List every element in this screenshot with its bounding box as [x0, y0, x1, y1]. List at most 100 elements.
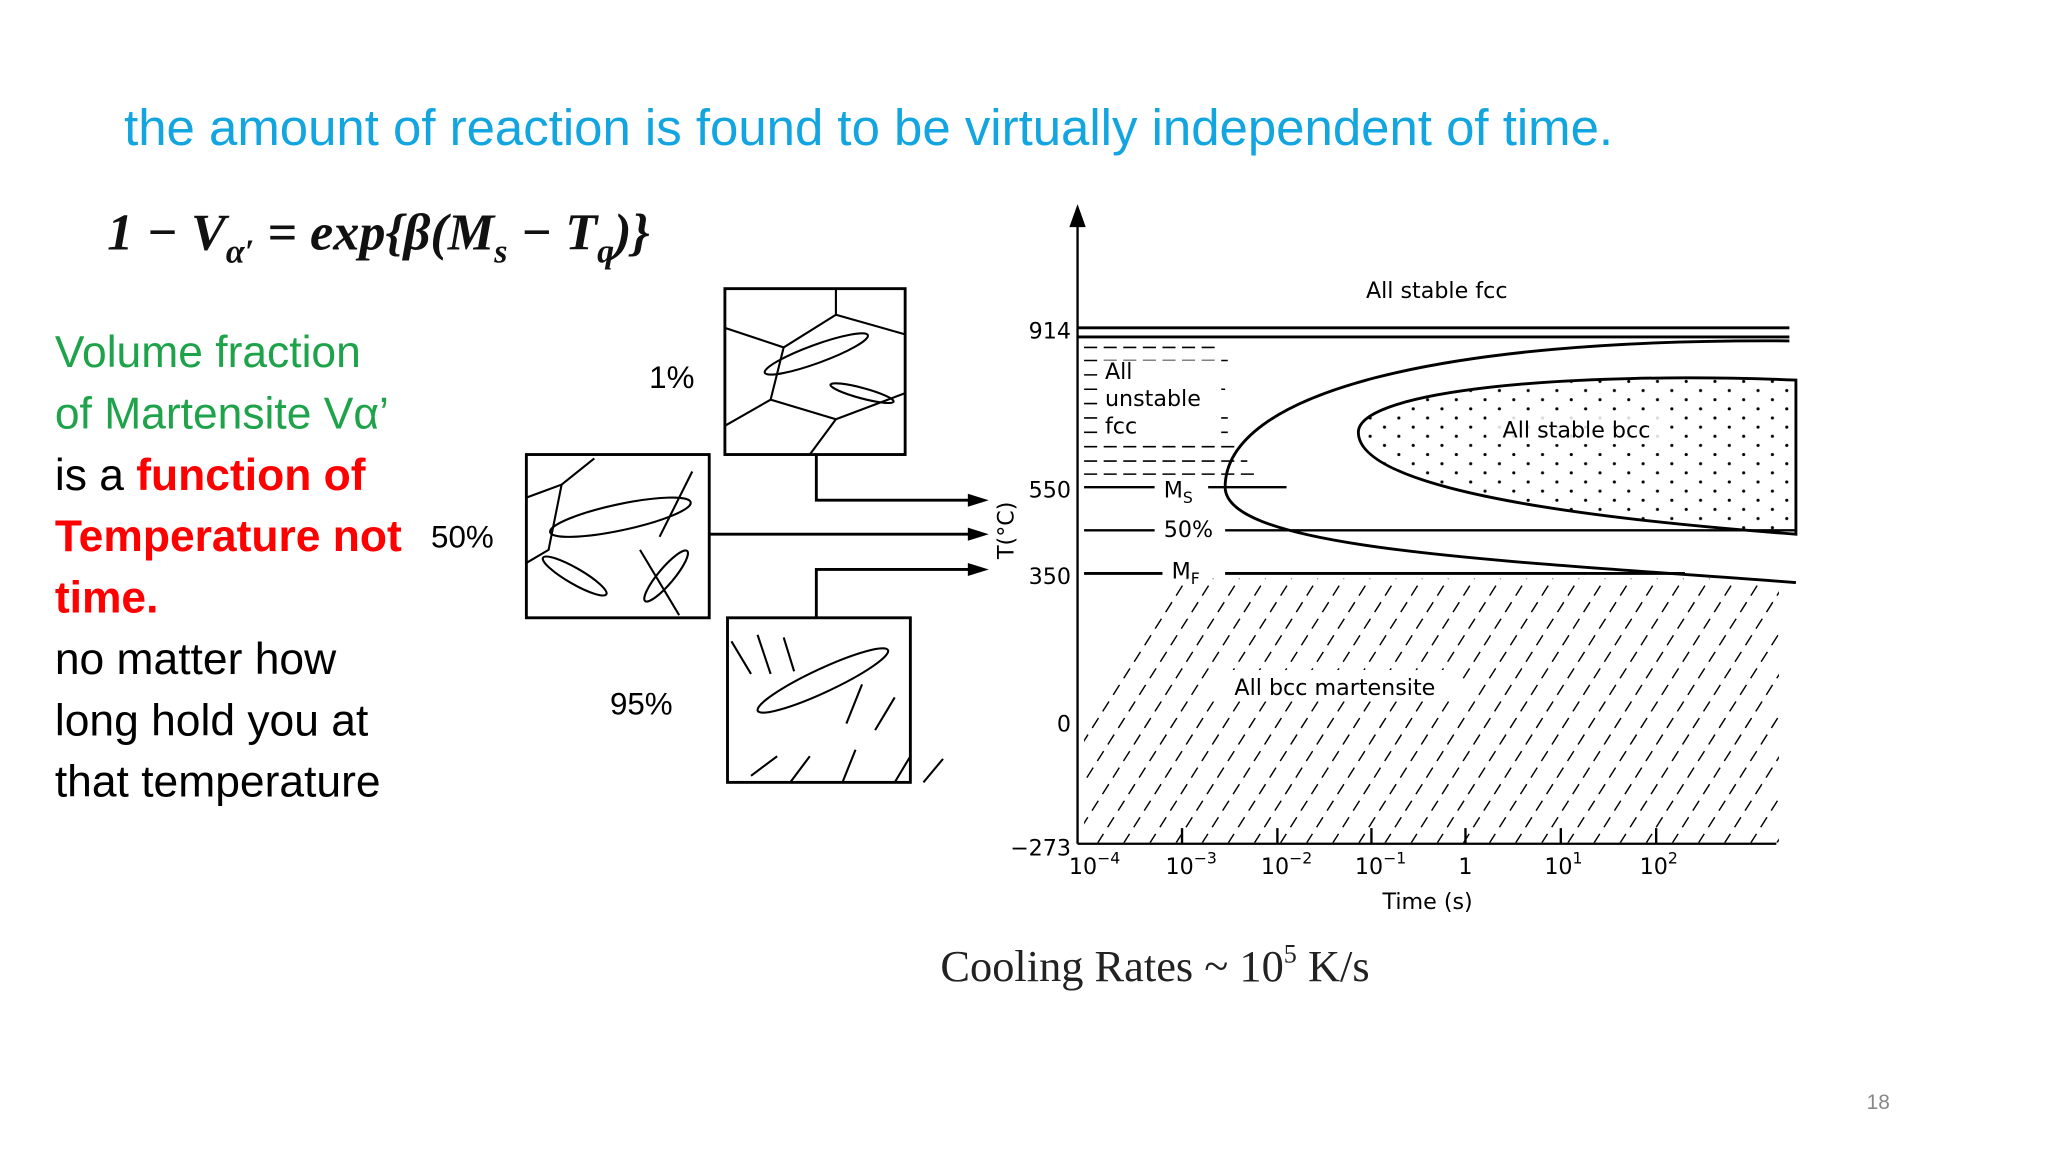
arrow-head	[967, 527, 989, 541]
fraction-label: 95%	[610, 686, 673, 721]
half-label: 50%	[1164, 517, 1213, 543]
text-span: function of	[136, 451, 365, 500]
text-span: no matter how	[55, 635, 337, 684]
tick-base: 10	[1261, 854, 1289, 880]
region-label: All stable bcc	[1503, 418, 1651, 444]
micrograph-3	[726, 616, 912, 784]
y-tick-label: 0	[1057, 711, 1071, 737]
tick-base: 10	[1544, 854, 1572, 880]
axis-arrow	[1069, 204, 1086, 228]
hatch-line	[1410, 578, 1580, 843]
text-span: Volume fraction	[55, 328, 361, 377]
caption-part: Cooling Rates ~ 10	[940, 941, 1283, 991]
tick-base: 10	[1069, 854, 1097, 880]
hatch-line	[1358, 578, 1528, 843]
caption-part: K/s	[1297, 941, 1370, 991]
plate	[541, 555, 608, 597]
mf-label: MF	[1172, 559, 1200, 588]
x-tick-label: 102	[1640, 848, 1678, 879]
ttt-diagram	[1069, 204, 1798, 845]
x-tick-label: 1	[1458, 854, 1472, 880]
tick-base: 10	[1166, 854, 1194, 880]
plate	[763, 332, 870, 376]
plate	[829, 382, 895, 405]
text-line: of Martensite Vα’	[55, 389, 389, 438]
micrograph-2	[524, 453, 711, 620]
region-label: All bcc martensite	[1234, 675, 1435, 701]
equation-part: = exp{β(M	[254, 203, 496, 261]
x-tick-label: 10−1	[1355, 848, 1406, 879]
hatch-line	[1084, 578, 1214, 784]
text-span: Temperature not	[55, 512, 402, 561]
arrow-head	[967, 562, 989, 576]
plate	[643, 549, 689, 603]
tick-exp: −4	[1097, 848, 1120, 867]
hatch-line	[1436, 578, 1606, 843]
x-tick-label: 10−2	[1261, 848, 1312, 879]
micrographs	[524, 287, 944, 784]
hatch-line	[1593, 578, 1763, 843]
text-span: time.	[55, 574, 159, 623]
hatch-line	[1201, 578, 1371, 843]
region-label: All stable fcc	[1366, 278, 1508, 304]
text-span: is a	[55, 451, 136, 500]
x-axis-label: Time (s)	[1381, 889, 1472, 915]
label-sub: F	[1191, 569, 1200, 588]
x-tick-label: 10−3	[1166, 848, 1217, 879]
y-tick-label: 350	[1029, 564, 1071, 590]
subscript: s	[493, 234, 507, 271]
label-bg	[1486, 412, 1670, 445]
hatch-line	[1253, 578, 1423, 843]
equation-part: )}	[610, 203, 650, 261]
text-line: Temperature not	[55, 512, 402, 561]
text-span: of Martensite Vα’	[55, 389, 389, 438]
tick-exp: −1	[1383, 848, 1406, 867]
hatch-line	[1227, 578, 1397, 843]
label-sub: S	[1183, 488, 1193, 507]
hatching	[1084, 578, 1779, 843]
text-line: time.	[55, 574, 159, 623]
hatch-line	[1541, 578, 1711, 843]
hatch-line	[1671, 673, 1779, 843]
equation-part: − T	[507, 203, 599, 261]
fraction-label: 1%	[649, 360, 694, 395]
tick-exp: 2	[1668, 848, 1678, 867]
arrow	[814, 454, 974, 502]
y-tick-label: −273	[1010, 836, 1071, 862]
hatch-line	[1175, 578, 1345, 843]
hatch-line	[1462, 578, 1632, 843]
hatch-line	[1515, 578, 1685, 843]
y-tick-label: 914	[1029, 318, 1071, 344]
x-tick-marks	[1180, 828, 1658, 844]
text-line: long hold you at	[55, 696, 369, 745]
region-label: fcc	[1105, 414, 1137, 440]
hatch-line	[1097, 578, 1267, 843]
plates	[730, 634, 944, 784]
caption-sup: 5	[1284, 940, 1297, 969]
tick-base: 1	[1458, 854, 1472, 880]
grain-boundaries	[525, 457, 694, 616]
label-part: M	[1164, 478, 1183, 504]
title: the amount of reaction is found to be vi…	[124, 99, 1613, 156]
hatch-line	[1567, 578, 1737, 843]
text-span: long hold you at	[55, 696, 369, 745]
y-tick-label: 550	[1029, 478, 1071, 504]
text-span: that temperature	[55, 758, 381, 807]
text-line: is a function of	[55, 451, 366, 500]
arrow-head	[967, 493, 989, 507]
hatch-line	[1619, 591, 1779, 843]
hatch-line	[1084, 578, 1241, 825]
y-axis-label: T(°C)	[994, 502, 1020, 560]
arrow-heads	[967, 493, 989, 576]
text-line: that temperature	[55, 758, 381, 807]
tick-base: 10	[1640, 854, 1668, 880]
fraction-label: 50%	[431, 519, 494, 554]
tick-exp: −3	[1194, 848, 1217, 867]
text-line: no matter how	[55, 635, 337, 684]
hatch-line	[1384, 578, 1554, 843]
hatch-line	[1149, 578, 1319, 843]
hatch-line	[1332, 578, 1502, 843]
tick-base: 10	[1355, 854, 1383, 880]
